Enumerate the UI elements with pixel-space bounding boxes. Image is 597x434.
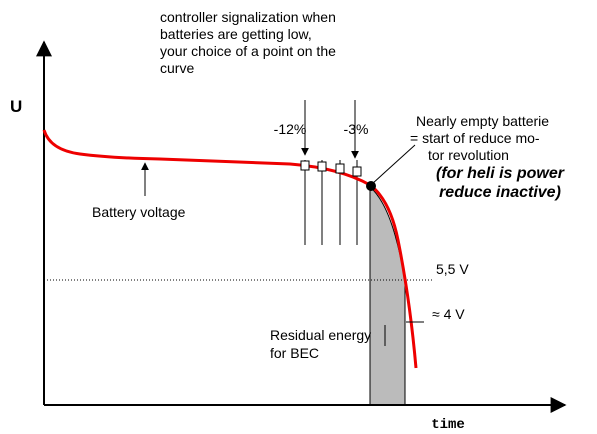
marker-points: [300, 160, 362, 177]
text-line: for BEC: [270, 345, 319, 361]
text-line: your choice of a point on the: [160, 43, 336, 59]
curve-label: Battery voltage: [92, 204, 186, 220]
heli-note: (for heli is power reduce inactive): [436, 165, 565, 201]
text-line: Residual energy: [270, 327, 371, 343]
text-line: = start of reduce mo-: [410, 130, 540, 146]
text-line: (for heli is power: [436, 165, 565, 182]
marker-label: -3%: [344, 121, 369, 137]
text-line: curve: [160, 60, 194, 76]
pointer: [371, 144, 416, 185]
voltage-curve: [42, 129, 418, 369]
text-line: Nearly empty batterie: [416, 113, 549, 129]
residual-area: [369, 185, 406, 406]
y-axis-label: U: [10, 97, 22, 116]
level-label: 5,5 V: [436, 261, 469, 277]
text-line: controller signalization when: [160, 9, 336, 25]
text-line: tor revolution: [428, 147, 509, 163]
level-label: ≈ 4 V: [432, 306, 465, 322]
x-axis-label: time: [431, 417, 465, 433]
text-line: batteries are getting low,: [160, 26, 312, 42]
empty-point: [366, 181, 376, 191]
text-line: reduce inactive): [439, 184, 561, 201]
residual-note: Residual energy for BEC: [270, 327, 371, 361]
marker-lines: [304, 160, 358, 245]
marker-label: -12%: [274, 121, 307, 137]
empty-note: Nearly empty batterie= start of reduce m…: [410, 113, 549, 163]
